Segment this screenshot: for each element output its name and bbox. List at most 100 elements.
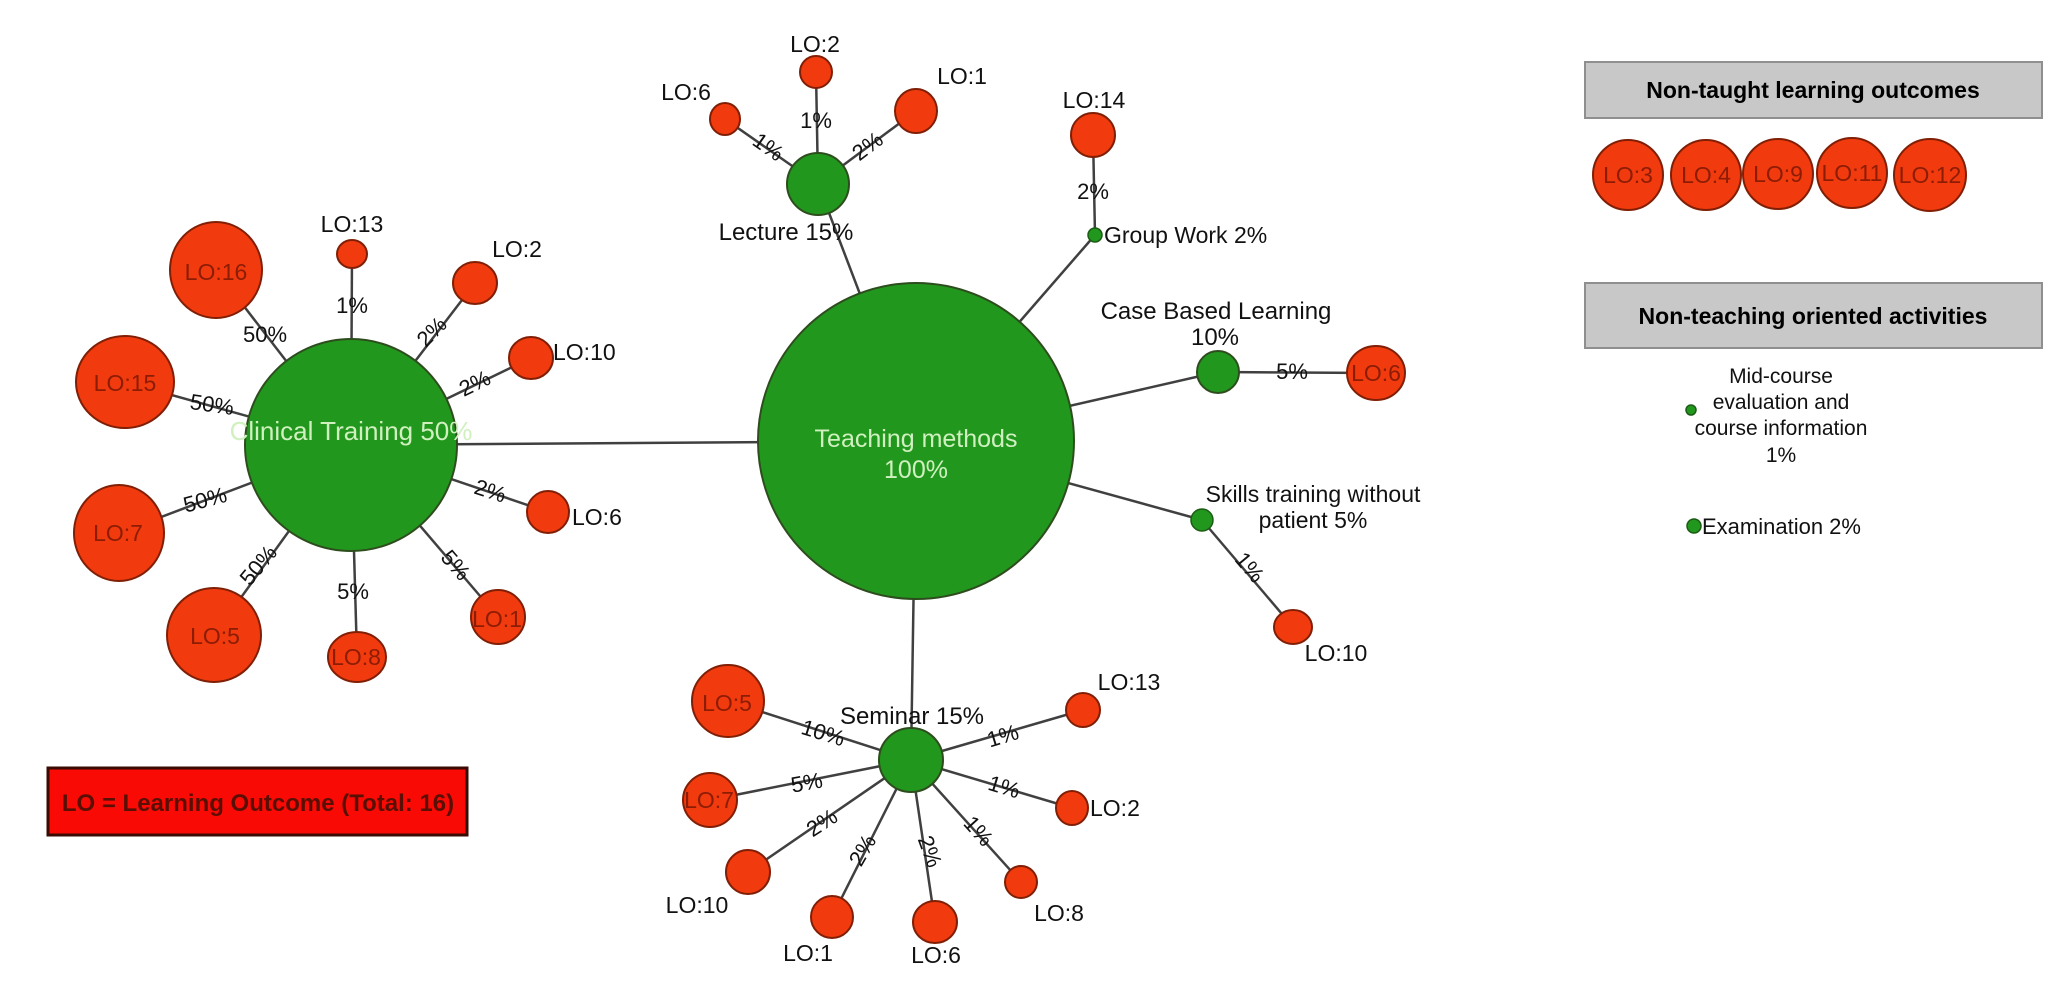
skills-training-label-line2: patient 5% (1259, 507, 1368, 533)
non-teaching-header-box (1584, 282, 2043, 349)
satellite-label: LO:8 (331, 644, 381, 670)
satellite-label: LO:6 (661, 79, 711, 105)
non-taught-header-label: Non-taught learning outcomes (1646, 77, 1980, 103)
satellite-label: LO:1 (783, 940, 833, 966)
edge-percent-label: 2% (802, 804, 842, 842)
satellite-circle (1670, 139, 1742, 211)
mid-course-line: course information (1695, 417, 1868, 440)
satellite-label: LO:13 (1098, 669, 1161, 695)
group-work-node (1087, 227, 1103, 243)
teaching-methods-percent: 100% (884, 456, 948, 484)
labels-group: Teaching methods 100% Clinical Training … (93, 31, 1421, 968)
satellite-circle (1742, 138, 1814, 210)
mid-course-dot (1685, 404, 1697, 416)
note-box (46, 766, 469, 837)
note-box-group: LO = Learning Outcome (Total: 16) (46, 766, 469, 837)
case-based-learning-percent: 10% (1191, 324, 1239, 351)
teaching-methods-node (757, 282, 1075, 600)
satellite-label: LO:3 (1603, 162, 1653, 188)
non-taught-panel: Non-taught learning outcomes LO:3 LO:4 L… (1584, 61, 2043, 212)
satellite-label: LO:7 (684, 787, 734, 813)
satellite-label: LO:10 (1305, 640, 1368, 666)
edge-percent-label: 5% (1276, 359, 1308, 384)
case-based-learning-node (1196, 350, 1240, 394)
lecture-label: Lecture 15% (719, 219, 854, 246)
satellite-circle (508, 336, 554, 380)
satellite-label: LO:6 (911, 942, 961, 968)
satellite-circle (799, 55, 833, 89)
edge-percent-label: 2% (847, 126, 887, 165)
edge-percent-label: 50% (235, 540, 282, 590)
seminar-label: Seminar 15% (840, 703, 984, 730)
teaching-methods-label: Teaching methods (815, 425, 1018, 453)
outcome-nodes-group (73, 55, 1406, 944)
satellite-circle (1346, 345, 1406, 401)
edge-percent-label: 2% (455, 365, 495, 401)
satellite-label: LO:13 (321, 211, 384, 237)
satellite-label: LO:1 (472, 606, 522, 632)
method-nodes-group (244, 152, 1240, 793)
satellite-circle (1070, 112, 1116, 158)
satellite-label: LO:14 (1063, 87, 1126, 113)
note-box-text: LO = Learning Outcome (Total: 16) (62, 790, 454, 817)
skills-training-label-line1: Skills training without (1206, 481, 1421, 507)
satellite-circle (682, 772, 738, 828)
edge-percent-label: 50% (243, 322, 287, 347)
satellite-circle (327, 631, 387, 683)
satellite-label: LO:2 (1090, 795, 1140, 821)
group-work-label: Group Work 2% (1104, 222, 1267, 248)
satellite-circle (336, 239, 368, 269)
satellite-circle (1273, 609, 1313, 645)
satellite-circle (1055, 790, 1089, 826)
satellite-circle (166, 587, 262, 683)
mid-course-line: Mid-course (1729, 365, 1833, 388)
edge-percent-label: 1% (1230, 547, 1270, 587)
satellite-circle (810, 895, 854, 939)
non-taught-header-box (1584, 61, 2043, 119)
edge-percent-label: 1% (336, 293, 368, 318)
satellite-label: LO:5 (702, 690, 752, 716)
satellite-label: LO:8 (1034, 900, 1084, 926)
satellite-label: LO:4 (1681, 162, 1731, 188)
satellite-circle (75, 335, 175, 429)
edge-percent-label: 5% (789, 768, 825, 798)
satellite-circle (452, 261, 498, 305)
mid-course-line: 1% (1766, 444, 1796, 467)
satellite-circle (725, 849, 771, 895)
satellite-label: LO:2 (790, 31, 840, 57)
edge-percent-label: 1% (985, 770, 1023, 803)
edge-line (709, 758, 912, 802)
satellite-circle (709, 102, 741, 136)
satellite-circle (912, 900, 958, 944)
satellite-circle (1893, 138, 1967, 212)
mid-course-line: evaluation and (1713, 391, 1850, 414)
satellite-label: LO:10 (553, 339, 616, 365)
edge-percent-label: 1% (959, 811, 999, 851)
examination-label: Examination 2% (1702, 514, 1861, 539)
satellite-circle (1816, 137, 1888, 209)
satellite-label: LO:11 (1822, 160, 1883, 186)
satellite-circle (894, 88, 938, 134)
non-teaching-header-label: Non-teaching oriented activities (1639, 303, 1988, 329)
case-based-learning-label: Case Based Learning (1101, 298, 1332, 325)
satellite-label: LO:6 (1351, 360, 1401, 386)
skills-training-node (1190, 508, 1214, 532)
satellite-circle (73, 484, 165, 582)
examination-dot (1686, 518, 1702, 534)
edge-percent-label: 2% (471, 474, 509, 508)
satellite-circle (169, 221, 263, 319)
edge-percent-label: 2% (1077, 179, 1109, 204)
satellite-label: LO:12 (1899, 162, 1962, 188)
non-teaching-panel: Non-teaching oriented activities Mid-cou… (1584, 282, 2043, 539)
clinical-training-node (244, 338, 458, 552)
seminar-node (878, 727, 944, 793)
edge-percent-label: 2% (844, 830, 882, 870)
edge-percent-label: 50% (188, 389, 235, 420)
satellite-label: LO:16 (185, 259, 248, 285)
satellite-circle (1004, 865, 1038, 899)
clinical-training-label: Clinical Training 50% (230, 416, 473, 446)
edge-percent-label: 2% (913, 832, 947, 870)
satellite-label: LO:9 (1753, 161, 1803, 187)
edge-percent-label: 1% (800, 108, 832, 133)
